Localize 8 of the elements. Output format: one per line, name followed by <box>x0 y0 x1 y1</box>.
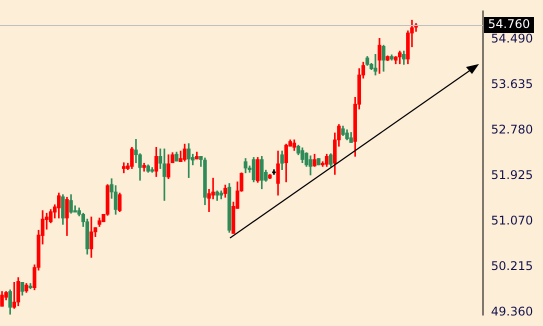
y-tick-label: 51.070 <box>491 213 533 228</box>
y-tick-label: 52.780 <box>491 122 533 136</box>
y-tick-label: 50.215 <box>491 258 533 273</box>
y-tick-label: 49.360 <box>491 304 533 318</box>
y-tick-label: 53.635 <box>491 76 533 91</box>
ref-line-label: 54.760 <box>488 17 530 32</box>
y-tick-label: 51.925 <box>491 168 533 182</box>
y-tick-label: 54.490 <box>491 32 533 46</box>
